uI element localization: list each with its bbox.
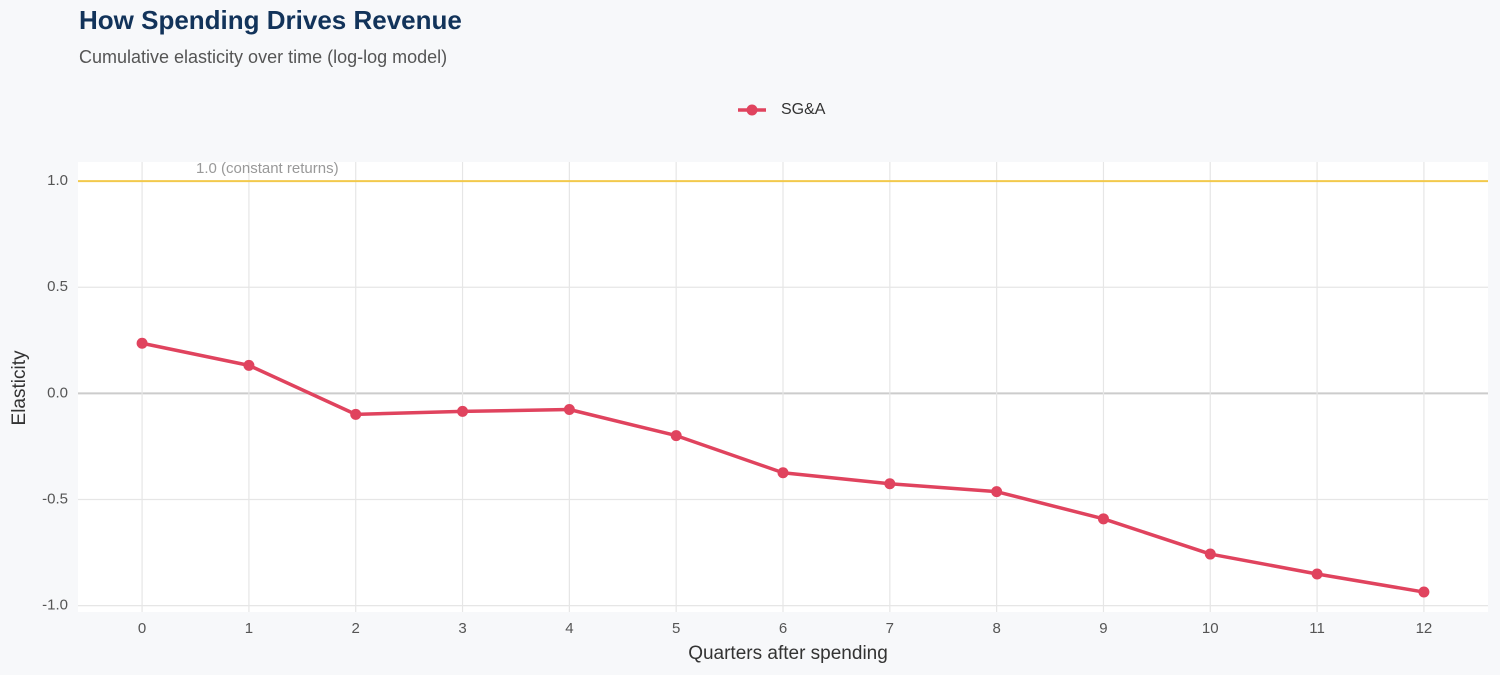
x-axis-label: Quarters after spending	[688, 643, 888, 664]
data-point	[136, 337, 148, 349]
data-point	[670, 430, 682, 442]
x-tick-label: 6	[779, 620, 787, 637]
data-point	[457, 405, 469, 417]
y-tick-label: 0.5	[47, 278, 68, 295]
data-point	[1311, 568, 1323, 580]
x-tick-label: 7	[886, 620, 894, 637]
data-point	[563, 404, 575, 415]
x-tick-label: 5	[672, 620, 680, 637]
chart-subtitle: Cumulative elasticity over time (log-log…	[79, 47, 447, 67]
x-tick-label: 2	[352, 620, 360, 637]
data-point	[350, 408, 362, 420]
y-tick-label: 1.0	[47, 172, 68, 189]
x-tick-label: 1	[245, 620, 253, 637]
data-point	[777, 467, 789, 479]
data-point	[991, 486, 1003, 498]
data-point	[1418, 586, 1430, 598]
data-point	[1097, 513, 1109, 525]
chart-title: How Spending Drives Revenue	[79, 5, 462, 35]
y-tick-label: 0.0	[47, 384, 68, 401]
x-tick-label: 8	[992, 620, 1000, 637]
legend-swatch-dot	[746, 104, 758, 116]
data-point	[884, 478, 896, 490]
y-axis-label: Elasticity	[9, 350, 30, 425]
x-tick-label: 0	[138, 620, 146, 637]
data-point	[243, 359, 255, 371]
x-tick-label: 11	[1309, 620, 1325, 637]
x-tick-label: 3	[458, 620, 466, 637]
y-tick-label: -1.0	[42, 597, 68, 614]
reference-label: 1.0 (constant returns)	[196, 160, 339, 177]
x-tick-label: 10	[1202, 620, 1219, 637]
data-point	[1204, 548, 1216, 560]
legend-label: SG&A	[781, 101, 826, 118]
x-tick-label: 4	[565, 620, 573, 637]
x-tick-label: 12	[1416, 620, 1433, 637]
x-tick-label: 9	[1099, 620, 1107, 637]
y-tick-label: -0.5	[42, 490, 68, 507]
